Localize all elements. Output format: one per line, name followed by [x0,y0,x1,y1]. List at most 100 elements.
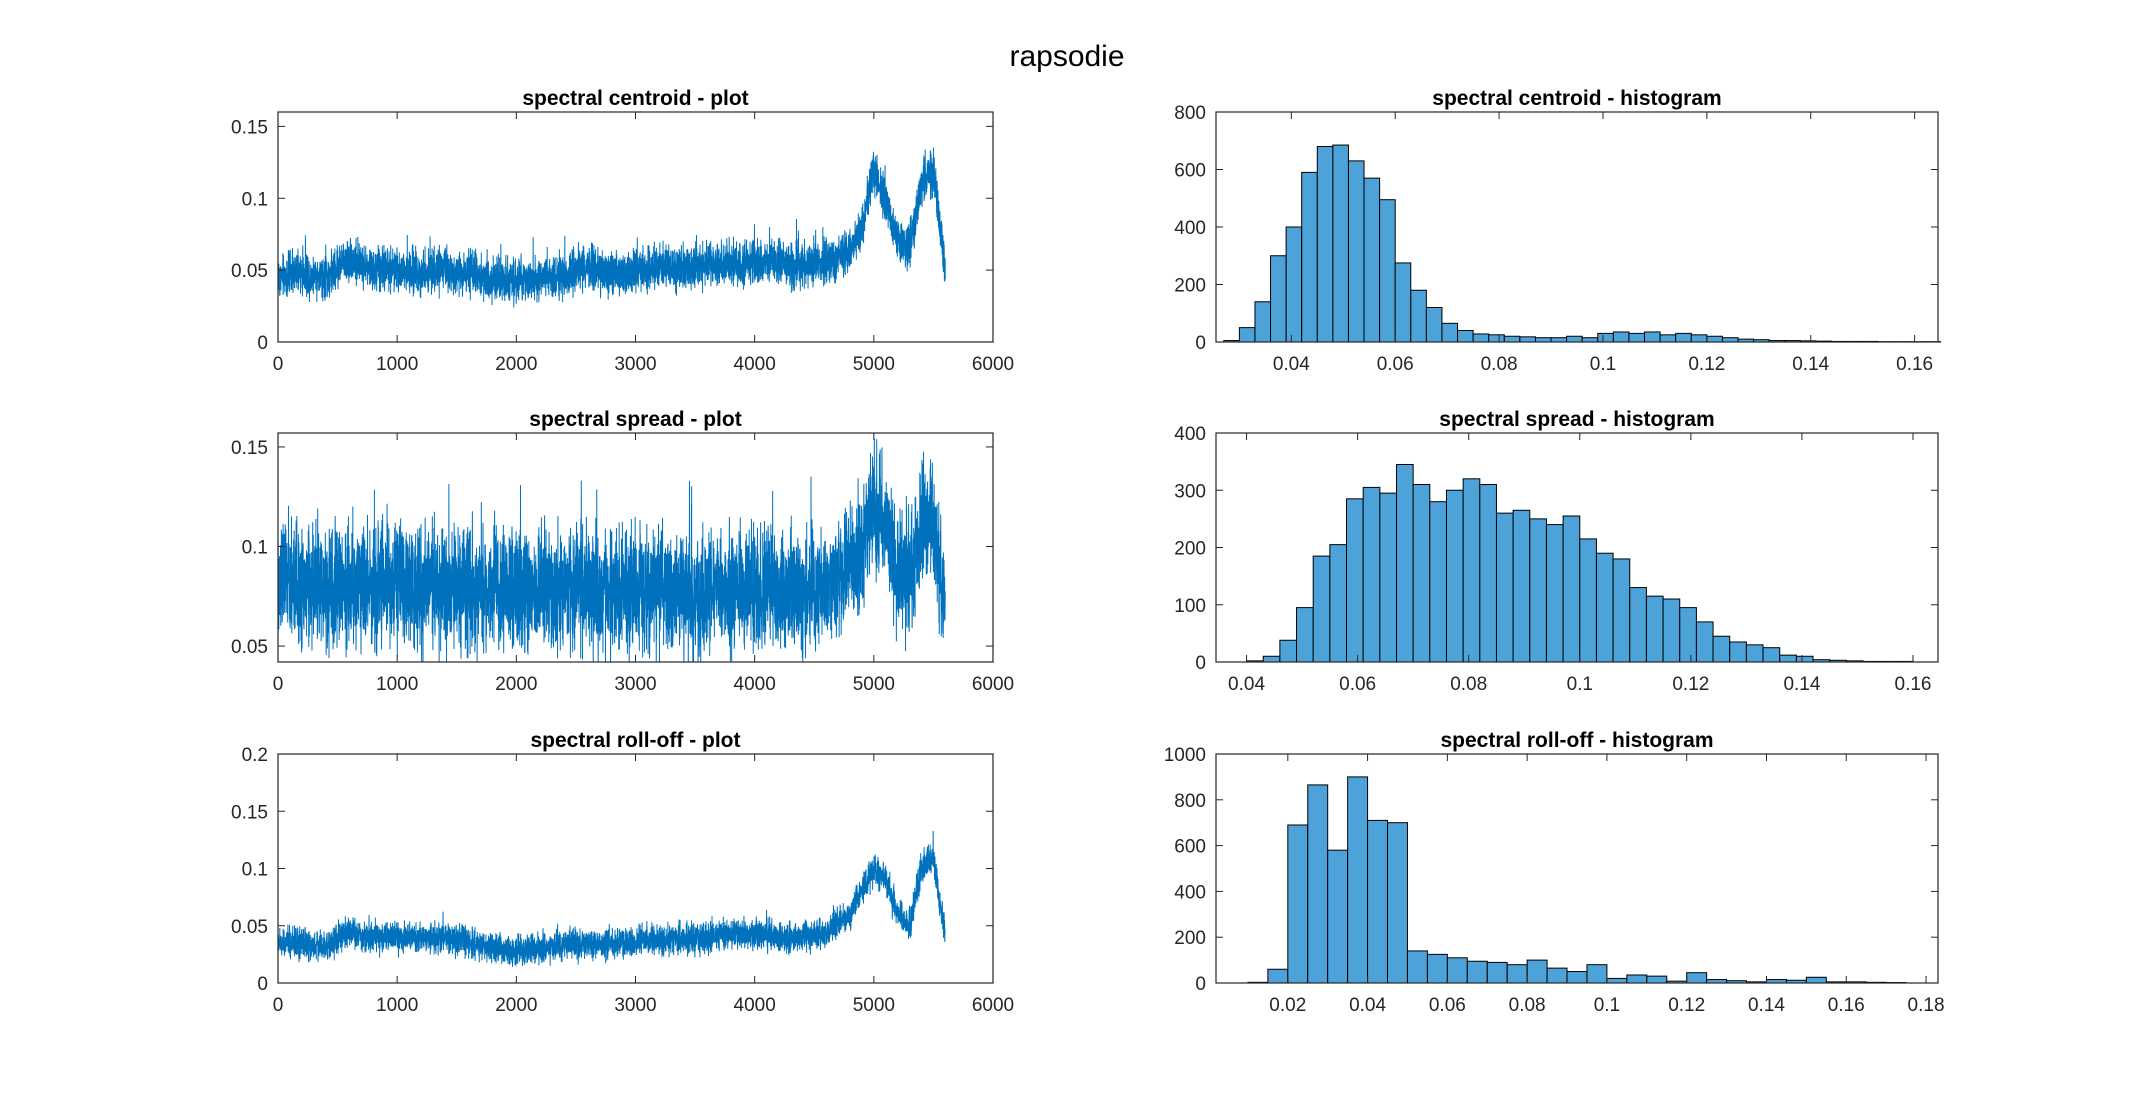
x-tick-label: 6000 [972,995,1014,1016]
y-tick-label: 600 [1174,837,1206,858]
histogram-bar [1519,336,1536,343]
x-tick-label: 4000 [734,674,776,695]
histogram-bar [1347,776,1369,984]
histogram-bar [1628,332,1646,343]
histogram-bar [1363,177,1381,343]
histogram-bar [1581,337,1599,343]
rolloff-histogram-panel: 0.02 0.04 0.06 0.08 0.1 0.12 0.14 0.16 0.18 0 200 4… [1164,729,1945,1016]
y-tick-label: 1000 [1164,745,1206,766]
y-tick-label: 0.2 [242,745,268,766]
y-tick-label: 0.15 [231,117,268,138]
y-tick-label: 0 [1195,974,1206,995]
histogram-bar [1645,595,1664,663]
x-tick-label: 0.16 [1895,674,1932,695]
y-tick-label: 800 [1174,103,1206,124]
histogram-bar [1429,501,1447,663]
y-tick-label: 400 [1174,882,1206,903]
plot-area [278,112,993,342]
panel-title: spectral roll-off - histogram [1440,729,1713,752]
x-tick-label: 1000 [376,674,418,695]
histogram-bar [1646,975,1668,984]
y-tick-label: 0.05 [231,261,268,282]
histogram-bar [1332,144,1349,343]
y-tick-label: 200 [1174,276,1206,297]
histogram-bar [1795,655,1814,663]
x-tick-label: 4000 [734,354,776,375]
histogram-bar [1285,226,1303,343]
histogram-bar [1586,964,1608,984]
histogram-bar [1503,335,1521,343]
y-tick-label: 800 [1174,791,1206,812]
y-tick-label: 300 [1174,481,1206,502]
histogram-bar [1579,538,1597,663]
histogram-bar [1712,635,1731,663]
x-tick-label: 4000 [734,995,776,1016]
histogram-bar [1762,647,1781,663]
spread-histogram-panel: 0.04 0.06 0.08 0.1 0.12 0.14 0.16 0 100 200 300 400… [1174,408,1939,695]
histogram-bar [1445,489,1464,663]
x-tick-label: 0.08 [1509,995,1546,1016]
panel-title: spectral centroid - plot [522,87,748,110]
histogram-bar [1301,171,1318,343]
histogram-bar [1595,552,1614,663]
x-tick-label: 0.12 [1668,995,1705,1016]
histogram-bar [1479,484,1497,663]
histogram-bar [1327,849,1349,984]
histogram-bar [1690,334,1708,343]
x-tick-label: 0.18 [1908,995,1945,1016]
histogram-bar [1462,478,1481,663]
histogram-bar [1425,307,1443,343]
histogram-bar [1472,333,1490,343]
x-tick-label: 0.04 [1349,995,1386,1016]
x-tick-label: 0.12 [1688,354,1725,375]
histogram-bar [1379,199,1396,343]
histogram-bar [1254,301,1272,343]
y-tick-label: 400 [1174,424,1206,445]
x-tick-label: 2000 [495,674,537,695]
histogram-bar [1612,558,1631,663]
x-tick-label: 0.06 [1339,674,1376,695]
y-tick-label: 0 [1195,653,1206,674]
x-tick-label: 0.06 [1429,995,1466,1016]
x-tick-label: 0 [273,354,284,375]
histogram-bar [1466,960,1488,984]
x-tick-label: 0 [273,674,284,695]
y-tick-label: 200 [1174,539,1206,560]
x-tick-label: 1000 [376,354,418,375]
x-tick-label: 0.14 [1792,354,1829,375]
histogram-bar [1396,463,1414,663]
histogram-bar [1441,322,1459,343]
histogram-bar [1287,824,1309,984]
histogram-bar [1307,784,1329,984]
y-tick-label: 0 [257,333,268,354]
x-tick-label: 0.08 [1481,354,1518,375]
histogram-bar [1238,327,1256,343]
histogram-bar [1644,331,1661,343]
histogram-bar [1426,953,1448,984]
x-tick-label: 5000 [853,995,895,1016]
x-tick-label: 0.1 [1590,354,1616,375]
series-line [278,147,946,308]
histogram-bar [1346,498,1364,663]
histogram-bar [1267,968,1289,984]
y-tick-label: 600 [1174,161,1206,182]
y-tick-label: 0 [1195,333,1206,354]
y-tick-label: 0.15 [231,438,268,459]
x-tick-label: 0.16 [1828,995,1865,1016]
histogram-bar [1675,332,1692,343]
x-tick-label: 1000 [376,995,418,1016]
y-tick-label: 0.15 [231,802,268,823]
histogram-bar [1566,335,1583,343]
rolloff-plot-panel: 0 1000 2000 3000 4000 5000 6000 0 0.05 0.1 0.15 0.2… [231,729,1014,1016]
x-tick-label: 6000 [972,674,1014,695]
y-tick-label: 0 [257,974,268,995]
series-line [278,830,946,967]
y-tick-label: 0.1 [242,860,268,881]
x-tick-label: 2000 [495,354,537,375]
histogram-bar [1679,607,1697,663]
histogram-bar [1534,337,1552,343]
histogram-bar [1486,961,1508,984]
x-tick-label: 3000 [614,995,656,1016]
histogram-bar [1779,654,1797,663]
